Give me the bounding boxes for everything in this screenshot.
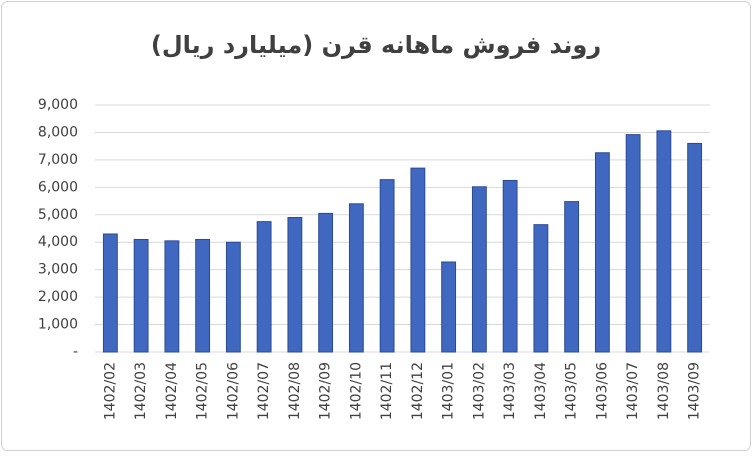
x-tick-label: 1402/09 (318, 362, 334, 420)
bar (594, 152, 610, 353)
x-tick-label: 1403/02 (471, 362, 487, 420)
bar (256, 221, 272, 353)
x-tick-label: 1402/10 (348, 362, 364, 420)
bar (687, 142, 703, 353)
y-tick-label: - (73, 344, 78, 360)
y-tick-label: 6,000 (38, 179, 78, 195)
y-tick-label: 9,000 (38, 97, 78, 113)
x-tick-label: 1402/04 (164, 362, 180, 420)
x-tick-label: 1403/03 (502, 362, 518, 420)
chart-title: روند فروش ماهانه قرن (میلیارد ریال) (151, 31, 601, 59)
x-tick-label: 1403/01 (441, 362, 457, 420)
x-tick-label: 1402/02 (102, 362, 118, 420)
x-tick-label: 1403/09 (687, 362, 703, 420)
y-tick-label: 5,000 (38, 207, 78, 223)
y-tick-label: 7,000 (38, 152, 78, 168)
bar (225, 241, 241, 353)
bar (102, 233, 118, 353)
x-tick-label: 1402/03 (133, 362, 149, 420)
bar (287, 217, 303, 353)
bar (656, 130, 672, 353)
x-tick-label: 1403/07 (625, 362, 641, 420)
x-tick-label: 1402/08 (287, 362, 303, 420)
x-tick-label: 1403/08 (656, 362, 672, 420)
y-tick-label: 3,000 (38, 262, 78, 278)
bar (133, 238, 149, 353)
bar (564, 201, 580, 353)
bar (502, 179, 518, 353)
bar (195, 238, 211, 353)
x-tick-label: 1403/04 (533, 362, 549, 420)
bar (441, 261, 457, 353)
bar (533, 224, 549, 353)
bar (379, 179, 395, 353)
x-tick-label: 1402/06 (225, 362, 241, 420)
bar (625, 134, 641, 353)
y-tick-label: 8,000 (38, 124, 78, 140)
x-tick-label: 1402/12 (410, 362, 426, 420)
bar (318, 212, 334, 353)
x-tick-label: 1402/07 (256, 362, 272, 420)
y-tick-label: 2,000 (38, 289, 78, 305)
x-tick-label: 1402/11 (379, 362, 395, 420)
bar (164, 240, 180, 353)
y-tick-label: 4,000 (38, 234, 78, 250)
y-tick-label: 1,000 (38, 317, 78, 333)
x-tick-label: 1403/05 (564, 362, 580, 420)
bar (348, 203, 364, 353)
bar (471, 186, 487, 353)
bar (410, 167, 426, 353)
x-tick-label: 1403/06 (594, 362, 610, 420)
x-tick-label: 1402/05 (195, 362, 211, 420)
